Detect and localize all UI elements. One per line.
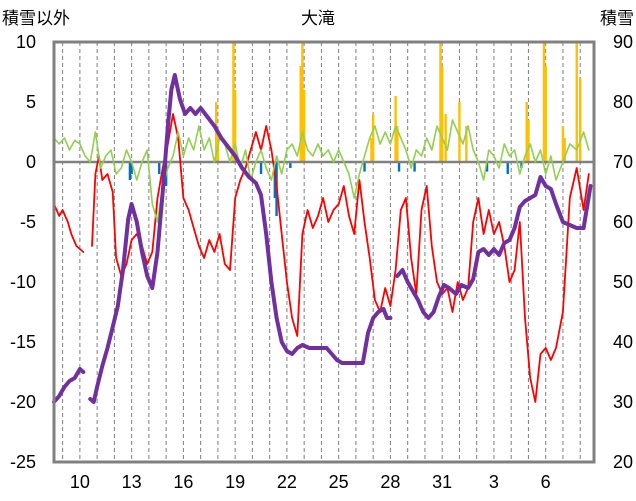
precip-bar bbox=[465, 126, 468, 162]
snow-depth-line bbox=[52, 73, 593, 404]
right-tick-label: 20 bbox=[613, 452, 633, 472]
right-tick-label: 30 bbox=[613, 392, 633, 412]
precip-bar bbox=[439, 42, 442, 162]
left-tick-label: -25 bbox=[10, 452, 36, 472]
precip-bar bbox=[289, 162, 292, 168]
x-tick-label: 28 bbox=[380, 472, 400, 492]
precip-bar bbox=[575, 42, 578, 162]
x-tick-label: 16 bbox=[173, 472, 193, 492]
precip-bar bbox=[301, 42, 304, 162]
chart-title: 大滝 bbox=[301, 9, 335, 29]
left-tick-label: 5 bbox=[26, 92, 36, 112]
left-axis-ticks: 10 5 0 -5 -10 -15 -20 -25 bbox=[10, 32, 36, 472]
right-tick-label: 60 bbox=[613, 212, 633, 232]
left-tick-label: 0 bbox=[26, 152, 36, 172]
x-tick-label: 3 bbox=[489, 472, 499, 492]
right-tick-label: 80 bbox=[613, 92, 633, 112]
right-tick-label: 90 bbox=[613, 32, 633, 52]
precip-bar bbox=[561, 126, 565, 162]
left-tick-label: -15 bbox=[10, 332, 36, 352]
precip-bar bbox=[299, 66, 302, 162]
x-tick-label: 19 bbox=[225, 472, 245, 492]
precip-bar bbox=[520, 162, 523, 168]
precip-bar bbox=[370, 138, 373, 162]
left-tick-label: -10 bbox=[10, 272, 36, 292]
precip-bar bbox=[130, 162, 133, 174]
x-tick-label: 10 bbox=[70, 472, 90, 492]
right-tick-label: 70 bbox=[613, 152, 633, 172]
precip-bar bbox=[394, 96, 397, 162]
precip-bar bbox=[371, 114, 375, 162]
precip-bar bbox=[128, 162, 132, 180]
right-axis-ticks: 90 80 70 60 50 40 30 20 bbox=[613, 32, 633, 472]
precip-bar bbox=[232, 42, 235, 162]
series-lines bbox=[52, 73, 593, 404]
precip-bar bbox=[563, 138, 566, 162]
left-tick-label: -20 bbox=[10, 392, 36, 412]
precip-bar bbox=[506, 162, 509, 174]
precip-bar bbox=[525, 102, 528, 162]
right-tick-label: 40 bbox=[613, 332, 633, 352]
precip-bar bbox=[444, 114, 447, 162]
precipitation-bars bbox=[128, 42, 582, 216]
x-tick-label: 25 bbox=[329, 472, 349, 492]
left-axis-title: 積雪以外 bbox=[2, 9, 70, 29]
precip-bar bbox=[396, 126, 399, 162]
precip-bar bbox=[458, 102, 461, 162]
wind-line bbox=[53, 119, 590, 223]
precip-bar bbox=[578, 78, 582, 162]
precip-bar bbox=[259, 162, 263, 174]
precip-bar bbox=[527, 120, 530, 162]
precip-bar bbox=[158, 162, 161, 174]
x-tick-label: 31 bbox=[432, 472, 452, 492]
precip-bar bbox=[485, 162, 489, 172]
plot-frame bbox=[52, 40, 596, 464]
x-tick-label: 22 bbox=[277, 472, 297, 492]
right-tick-label: 50 bbox=[613, 272, 633, 292]
left-tick-label: -5 bbox=[20, 212, 36, 232]
precip-bar bbox=[413, 162, 416, 172]
left-tick-label: 10 bbox=[16, 32, 36, 52]
precip-bar bbox=[397, 162, 401, 172]
x-tick-label: 6 bbox=[541, 472, 551, 492]
precip-bar bbox=[440, 66, 444, 162]
precip-bar bbox=[542, 42, 546, 162]
x-tick-label: 13 bbox=[122, 472, 142, 492]
x-axis-ticks: 10 13 16 19 22 25 28 31 3 6 bbox=[70, 472, 551, 492]
precip-bar bbox=[302, 90, 306, 162]
precip-bar bbox=[233, 90, 237, 162]
precip-bar bbox=[544, 66, 547, 162]
precip-bar bbox=[363, 162, 366, 172]
right-axis-title: 積雪 bbox=[600, 9, 634, 29]
